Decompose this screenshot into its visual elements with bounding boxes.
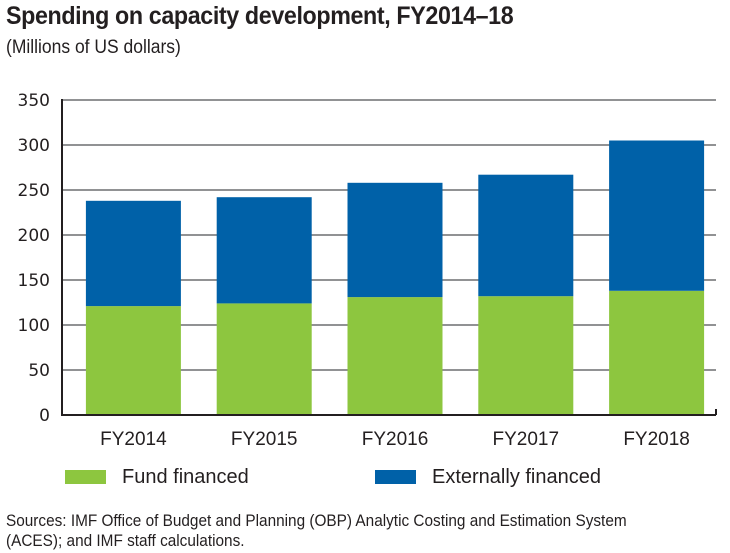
x-tick-label: FY2018: [623, 429, 690, 450]
bar-externally-financed: [216, 197, 312, 304]
bars: [85, 140, 705, 415]
chart-title: Spending on capacity development, FY2014…: [6, 2, 514, 30]
y-axis-ticks: 0 50 100 150 200 250 300 350: [18, 91, 50, 426]
bar-fund-financed: [609, 290, 705, 415]
bar-fund-financed: [216, 303, 312, 415]
bar-externally-financed: [609, 140, 705, 291]
source-note: Sources: IMF Office of Budget and Planni…: [6, 512, 627, 550]
legend-label: Fund financed: [122, 465, 249, 488]
chart-subtitle: (Millions of US dollars): [6, 37, 181, 58]
chart-plot: 0 50 100 150 200 250 300 350 FY2014 FY2015 FY2016…: [18, 91, 717, 450]
legend-swatch-externally-financed: [375, 470, 416, 484]
x-tick-label: FY2014: [100, 429, 167, 450]
bar-fund-financed: [347, 297, 443, 415]
x-tick-label: FY2017: [493, 429, 560, 450]
bar-fund-financed: [85, 306, 181, 415]
x-axis-ticks: FY2014 FY2015 FY2016 FY2017 FY2018: [100, 429, 690, 450]
bar-fund-financed: [478, 296, 574, 415]
y-tick-label: 50: [28, 361, 50, 381]
legend-swatch-fund-financed: [65, 470, 106, 484]
legend-item-externally-financed: Externally financed: [375, 466, 601, 488]
y-tick-label: 150: [18, 271, 50, 291]
y-tick-label: 350: [18, 91, 50, 111]
legend-item-fund-financed: Fund financed: [65, 466, 249, 488]
y-tick-label: 300: [18, 136, 50, 156]
bar-externally-financed: [478, 174, 574, 297]
x-tick-label: FY2016: [362, 429, 429, 450]
y-tick-label: 250: [18, 181, 50, 201]
y-tick-label: 200: [18, 226, 50, 246]
bar-externally-financed: [85, 200, 181, 307]
axes: [61, 99, 717, 416]
bar-externally-financed: [347, 182, 443, 298]
y-tick-label: 0: [39, 406, 50, 426]
y-tick-label: 100: [18, 316, 50, 336]
legend-label: Externally financed: [432, 465, 601, 488]
x-tick-label: FY2015: [231, 429, 298, 450]
